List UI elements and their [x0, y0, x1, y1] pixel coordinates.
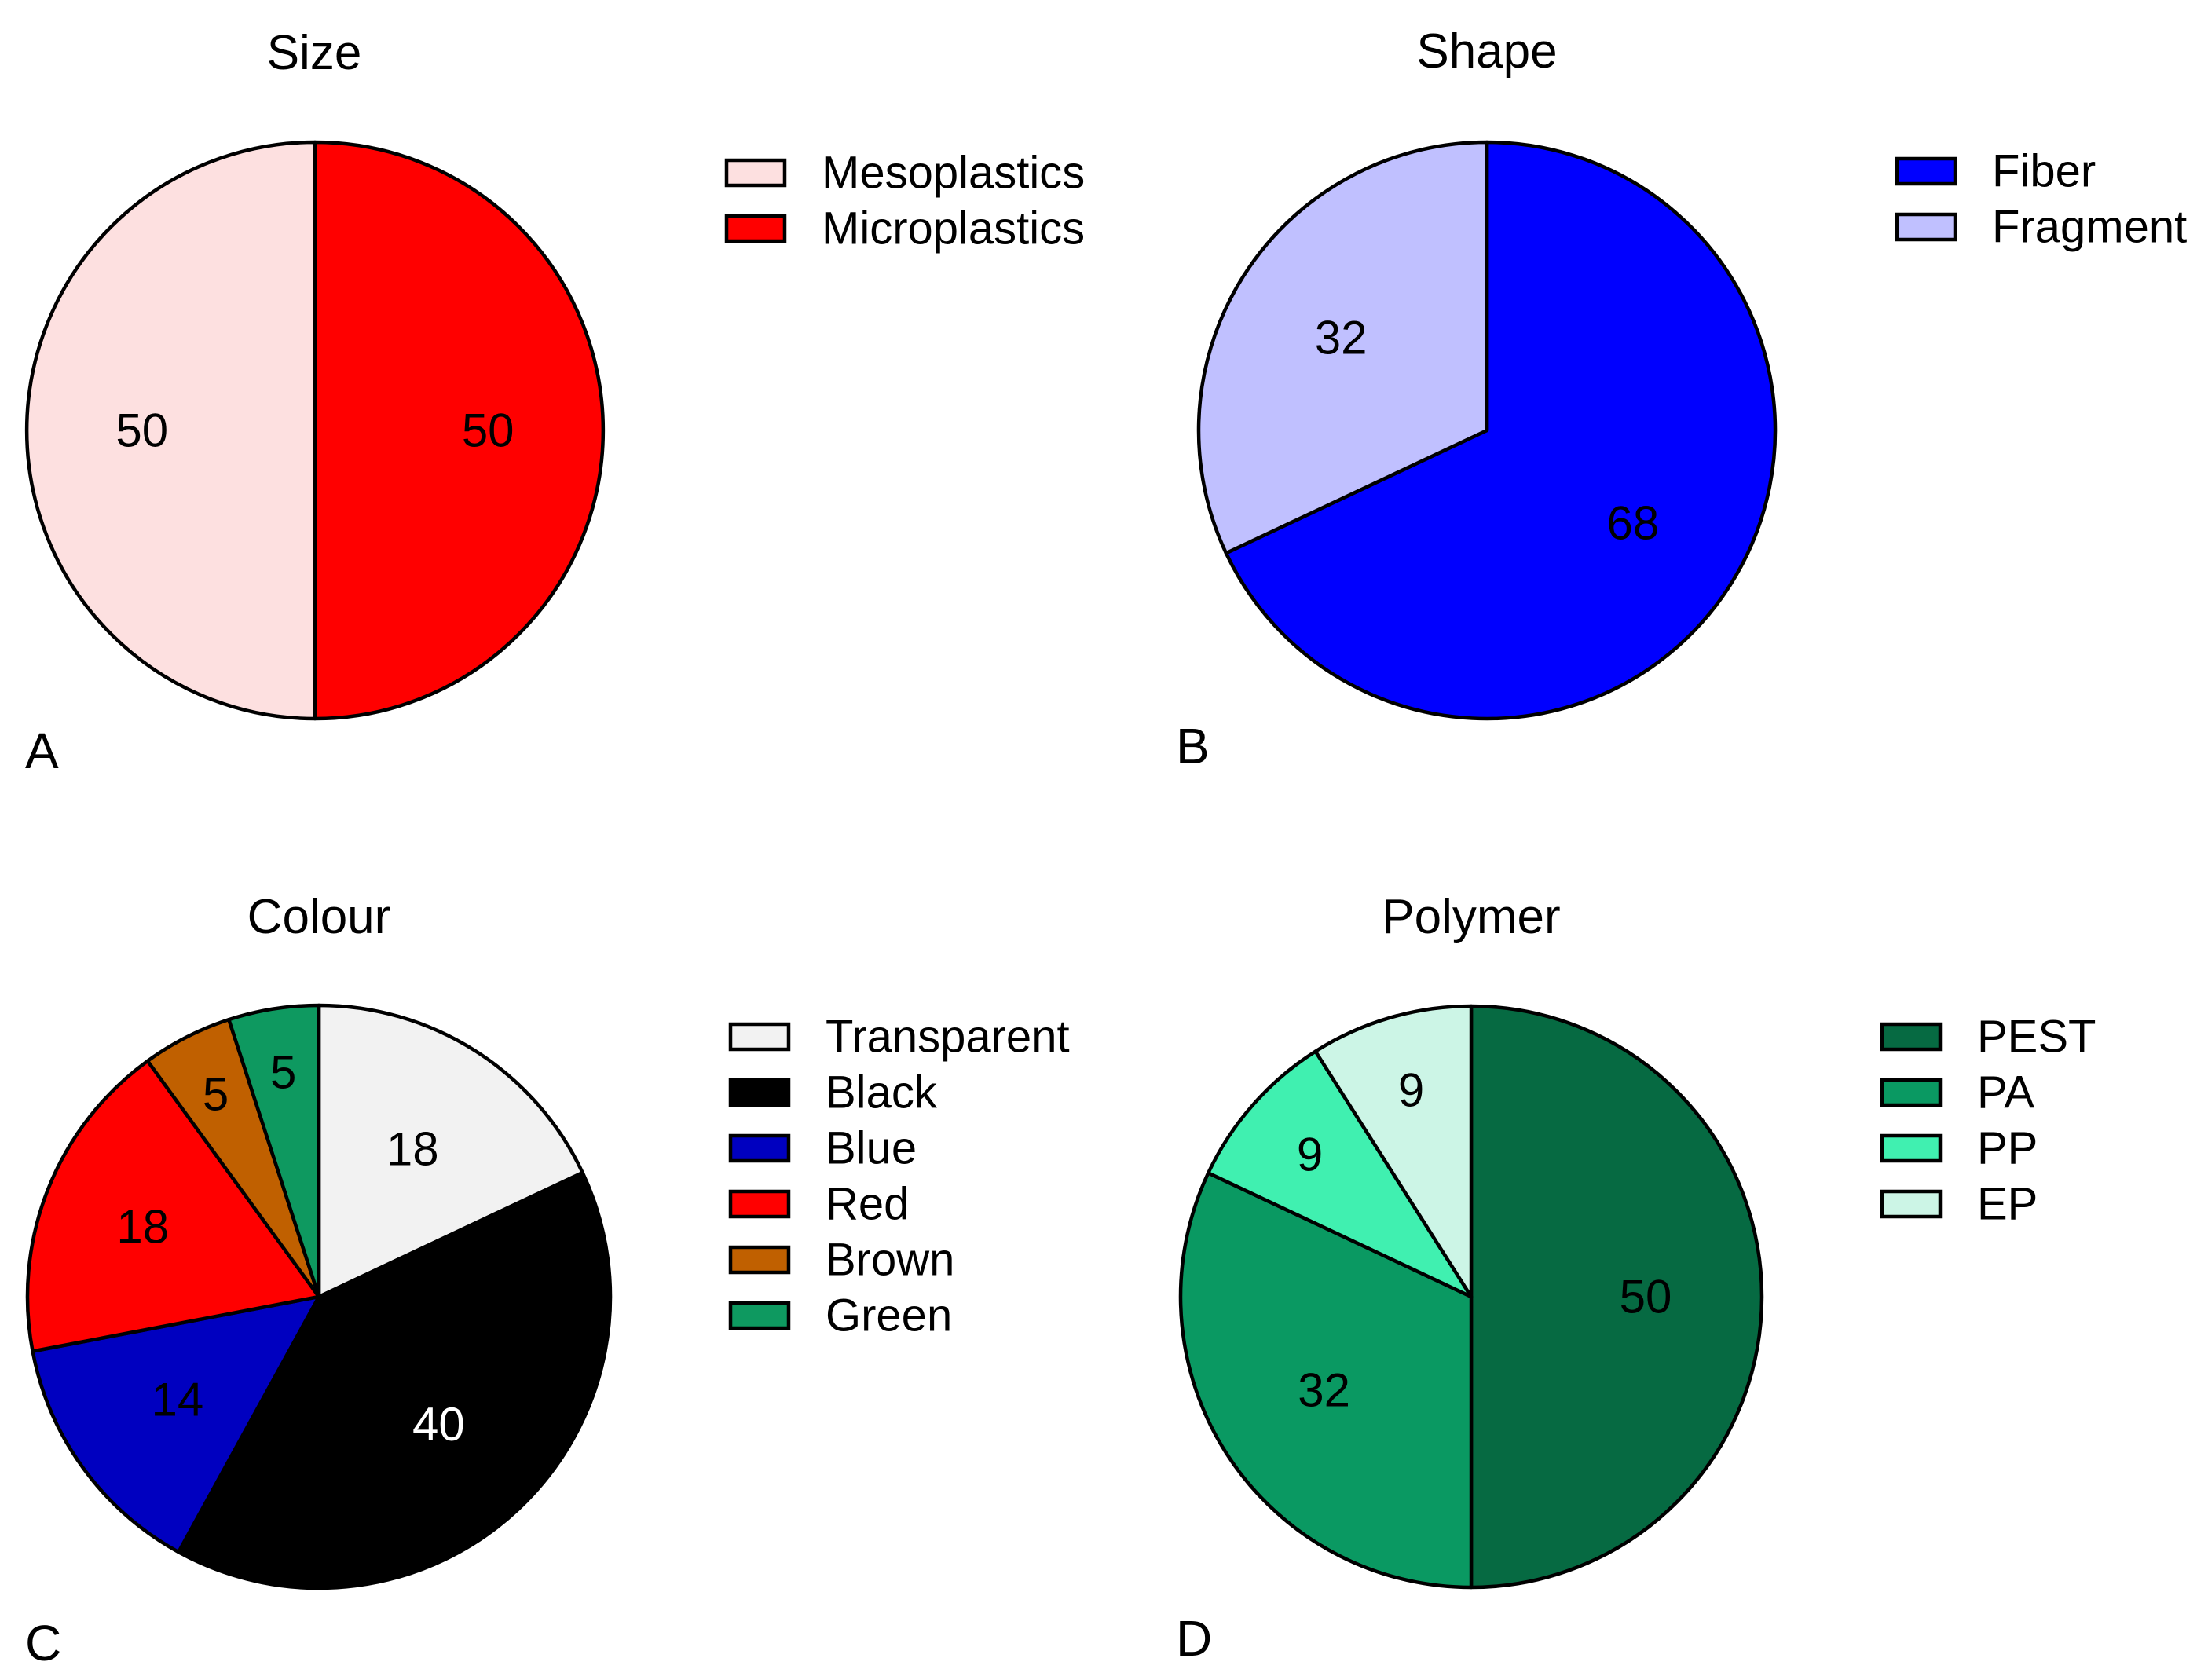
slice-value-label: 32	[1298, 1364, 1350, 1417]
panel-letter: C	[25, 1615, 61, 1671]
pie-slice-microplastics	[313, 140, 606, 721]
legend-swatch-fiber	[1895, 156, 1957, 186]
legend-swatch-ep	[1880, 1189, 1943, 1219]
slice-value-label: 32	[1315, 312, 1368, 364]
pie-slice-mesoplastics	[24, 140, 317, 721]
chart-title: Size	[267, 26, 362, 80]
legend-swatch-microplastics	[724, 214, 787, 243]
pie-slice-fiber	[1224, 140, 1778, 721]
pie-slice-pest	[1469, 1004, 1764, 1590]
slice-value-label: 9	[1297, 1128, 1323, 1180]
legend-label: Green	[826, 1290, 952, 1341]
legend-label: EP	[1977, 1179, 2038, 1230]
pie-slice-red	[25, 1059, 321, 1353]
legend-swatch-black	[728, 1078, 791, 1107]
slice-value-label: 9	[1398, 1064, 1424, 1117]
slice-value-label: 50	[1620, 1271, 1672, 1323]
slice-value-label: 50	[115, 404, 168, 457]
legend-swatch-pa	[1880, 1078, 1943, 1107]
slice-value-label: 5	[270, 1046, 296, 1099]
legend-swatch-pp	[1880, 1133, 1943, 1163]
pie-chart-colour: Colour C 18 40 14 18 5 5 TransparentBlackBlueR…	[25, 890, 1070, 1671]
slice-value-label: 5	[203, 1068, 229, 1121]
panel-letter: B	[1176, 718, 1210, 774]
legend-swatch-green	[728, 1301, 791, 1330]
slice-value-label: 68	[1607, 497, 1660, 550]
legend-label: Transparent	[826, 1012, 1070, 1063]
legend-label: Red	[826, 1179, 909, 1230]
legend-label: Black	[826, 1067, 938, 1118]
legend-swatch-red	[728, 1189, 791, 1219]
legend-swatch-transparent	[728, 1022, 791, 1052]
panel-letter: A	[25, 723, 59, 779]
legend-label: Fragment	[1992, 202, 2187, 253]
legend-label: PA	[1977, 1067, 2034, 1118]
pie-slice-black	[177, 1170, 613, 1590]
legend-label: PEST	[1977, 1012, 2096, 1063]
slice-value-label: 50	[462, 404, 514, 457]
pie-slice-pp	[1206, 1049, 1474, 1299]
chart-title: Colour	[247, 890, 391, 944]
legend-label: PP	[1977, 1123, 2038, 1174]
pie-slice-pa	[1178, 1171, 1474, 1590]
legend-swatch-pest	[1880, 1022, 1943, 1052]
legend-swatch-fragment	[1895, 212, 1957, 242]
chart-title: Polymer	[1382, 890, 1560, 944]
pie-slice-transparent	[317, 1003, 584, 1299]
legend-label: Fiber	[1992, 146, 2096, 197]
pie-slice-ep	[1313, 1004, 1474, 1299]
chart-title: Shape	[1416, 24, 1557, 79]
legend-label: Mesoplastics	[822, 148, 1085, 199]
legend-label: Blue	[826, 1123, 917, 1174]
slice-value-label: 14	[152, 1373, 204, 1426]
pie-slice-blue	[31, 1294, 321, 1554]
slice-value-label: 18	[116, 1201, 169, 1254]
slice-value-label: 18	[386, 1123, 439, 1176]
legend-swatch-mesoplastics	[724, 158, 787, 188]
pie-slice-fragment	[1196, 140, 1489, 555]
pie-slice-green	[227, 1003, 321, 1299]
legend-label: Brown	[826, 1235, 954, 1286]
legend-swatch-blue	[728, 1133, 791, 1163]
legend-swatch-brown	[728, 1245, 791, 1275]
panel-letter: D	[1176, 1610, 1212, 1667]
legend-label: Microplastics	[822, 203, 1085, 254]
slice-value-label: 40	[412, 1398, 465, 1451]
